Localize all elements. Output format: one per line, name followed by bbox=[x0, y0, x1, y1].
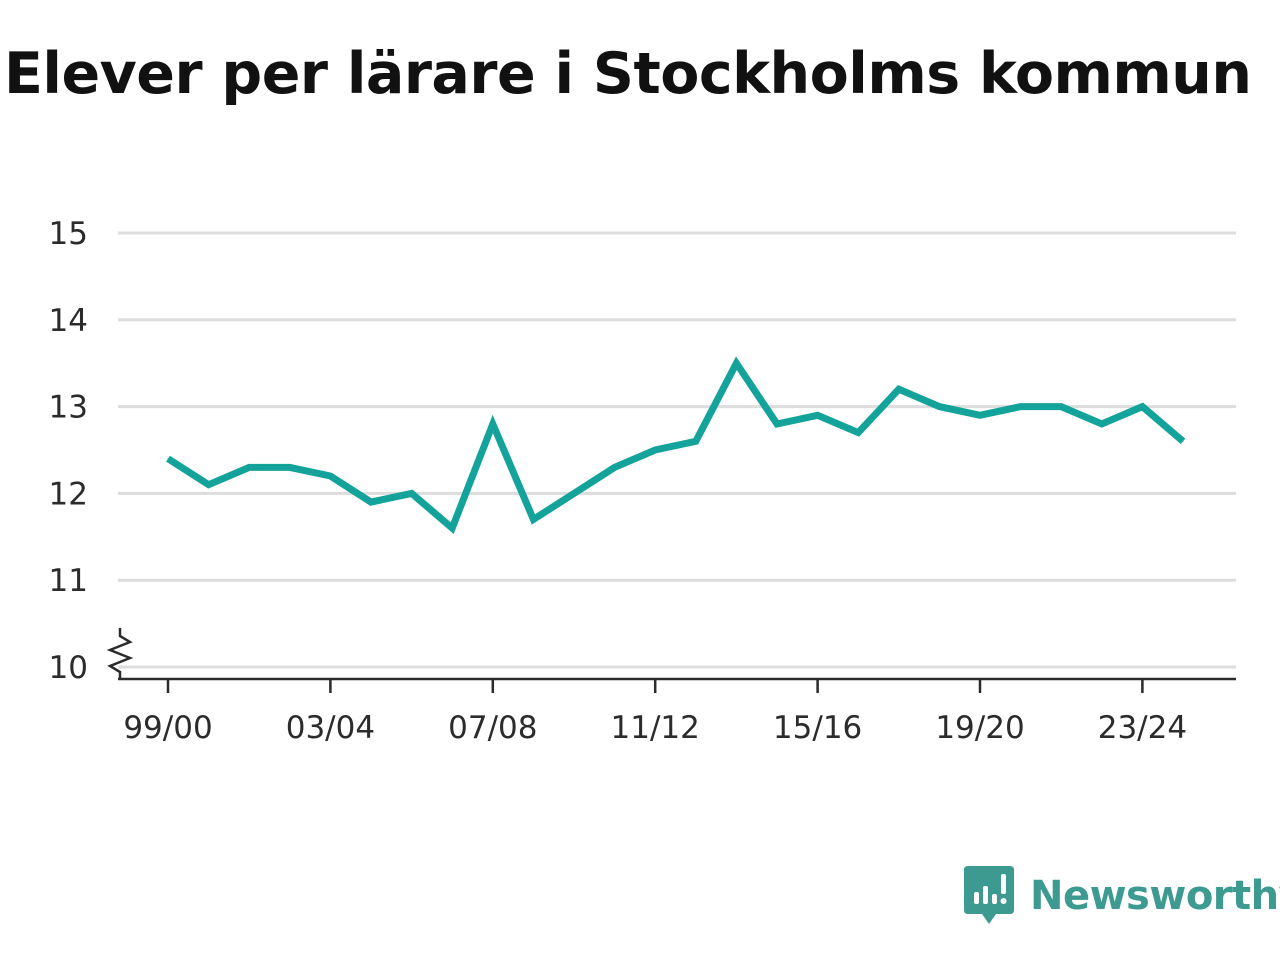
data-point bbox=[817, 414, 819, 416]
x-tick-label: 11/12 bbox=[611, 710, 700, 746]
x-tick-label: 07/08 bbox=[448, 710, 537, 746]
data-point bbox=[1060, 406, 1062, 408]
data-point bbox=[1101, 423, 1103, 425]
y-tick-label-15: 15 bbox=[49, 216, 88, 252]
newsworthy-logo-icon bbox=[964, 866, 1014, 924]
x-tick-label: 03/04 bbox=[286, 710, 375, 746]
chart-title: Elever per lärare i Stockholms kommun bbox=[4, 41, 1252, 107]
data-point bbox=[1182, 440, 1184, 442]
data-point bbox=[1141, 406, 1143, 408]
data-point bbox=[370, 501, 372, 503]
y-axis-break bbox=[106, 628, 134, 679]
data-point bbox=[1020, 406, 1022, 408]
data-point bbox=[289, 466, 291, 468]
gridlines bbox=[118, 231, 1236, 669]
data-point bbox=[735, 362, 737, 364]
y-tick-label-12: 12 bbox=[49, 476, 88, 512]
data-point bbox=[451, 527, 453, 529]
data-point bbox=[167, 458, 169, 460]
y-tick-label-11: 11 bbox=[49, 563, 88, 599]
data-point bbox=[938, 406, 940, 408]
data-point bbox=[492, 423, 494, 425]
series-group bbox=[166, 356, 1186, 534]
x-tick-label: 23/24 bbox=[1098, 710, 1187, 746]
data-point bbox=[898, 388, 900, 390]
data-point bbox=[654, 449, 656, 451]
y-tick-label-10: 10 bbox=[49, 650, 88, 686]
y-tick-label-13: 13 bbox=[49, 390, 88, 426]
data-point bbox=[573, 492, 575, 494]
data-point bbox=[857, 432, 859, 434]
data-point bbox=[329, 475, 331, 477]
y-axis: 10 11 12 13 14 15 bbox=[49, 216, 134, 686]
x-tick-label: 99/00 bbox=[123, 710, 212, 746]
x-tick-label: 15/16 bbox=[773, 710, 862, 746]
data-point bbox=[979, 414, 981, 416]
series-line-0 bbox=[166, 356, 1186, 534]
data-point bbox=[532, 518, 534, 520]
newsworthy-logo: Newsworthy bbox=[964, 866, 1280, 926]
data-point bbox=[411, 492, 413, 494]
data-point bbox=[614, 466, 616, 468]
data-point bbox=[208, 484, 210, 486]
data-point bbox=[248, 466, 250, 468]
y-tick-label-14: 14 bbox=[49, 303, 88, 339]
data-point bbox=[776, 423, 778, 425]
newsworthy-logo-text: Newsworthy bbox=[1030, 873, 1280, 919]
data-point bbox=[695, 440, 697, 442]
x-tick-label: 19/20 bbox=[935, 710, 1024, 746]
x-axis: 99/00 03/04 07/08 11/12 15/16 19/20 23/24 bbox=[118, 677, 1236, 746]
